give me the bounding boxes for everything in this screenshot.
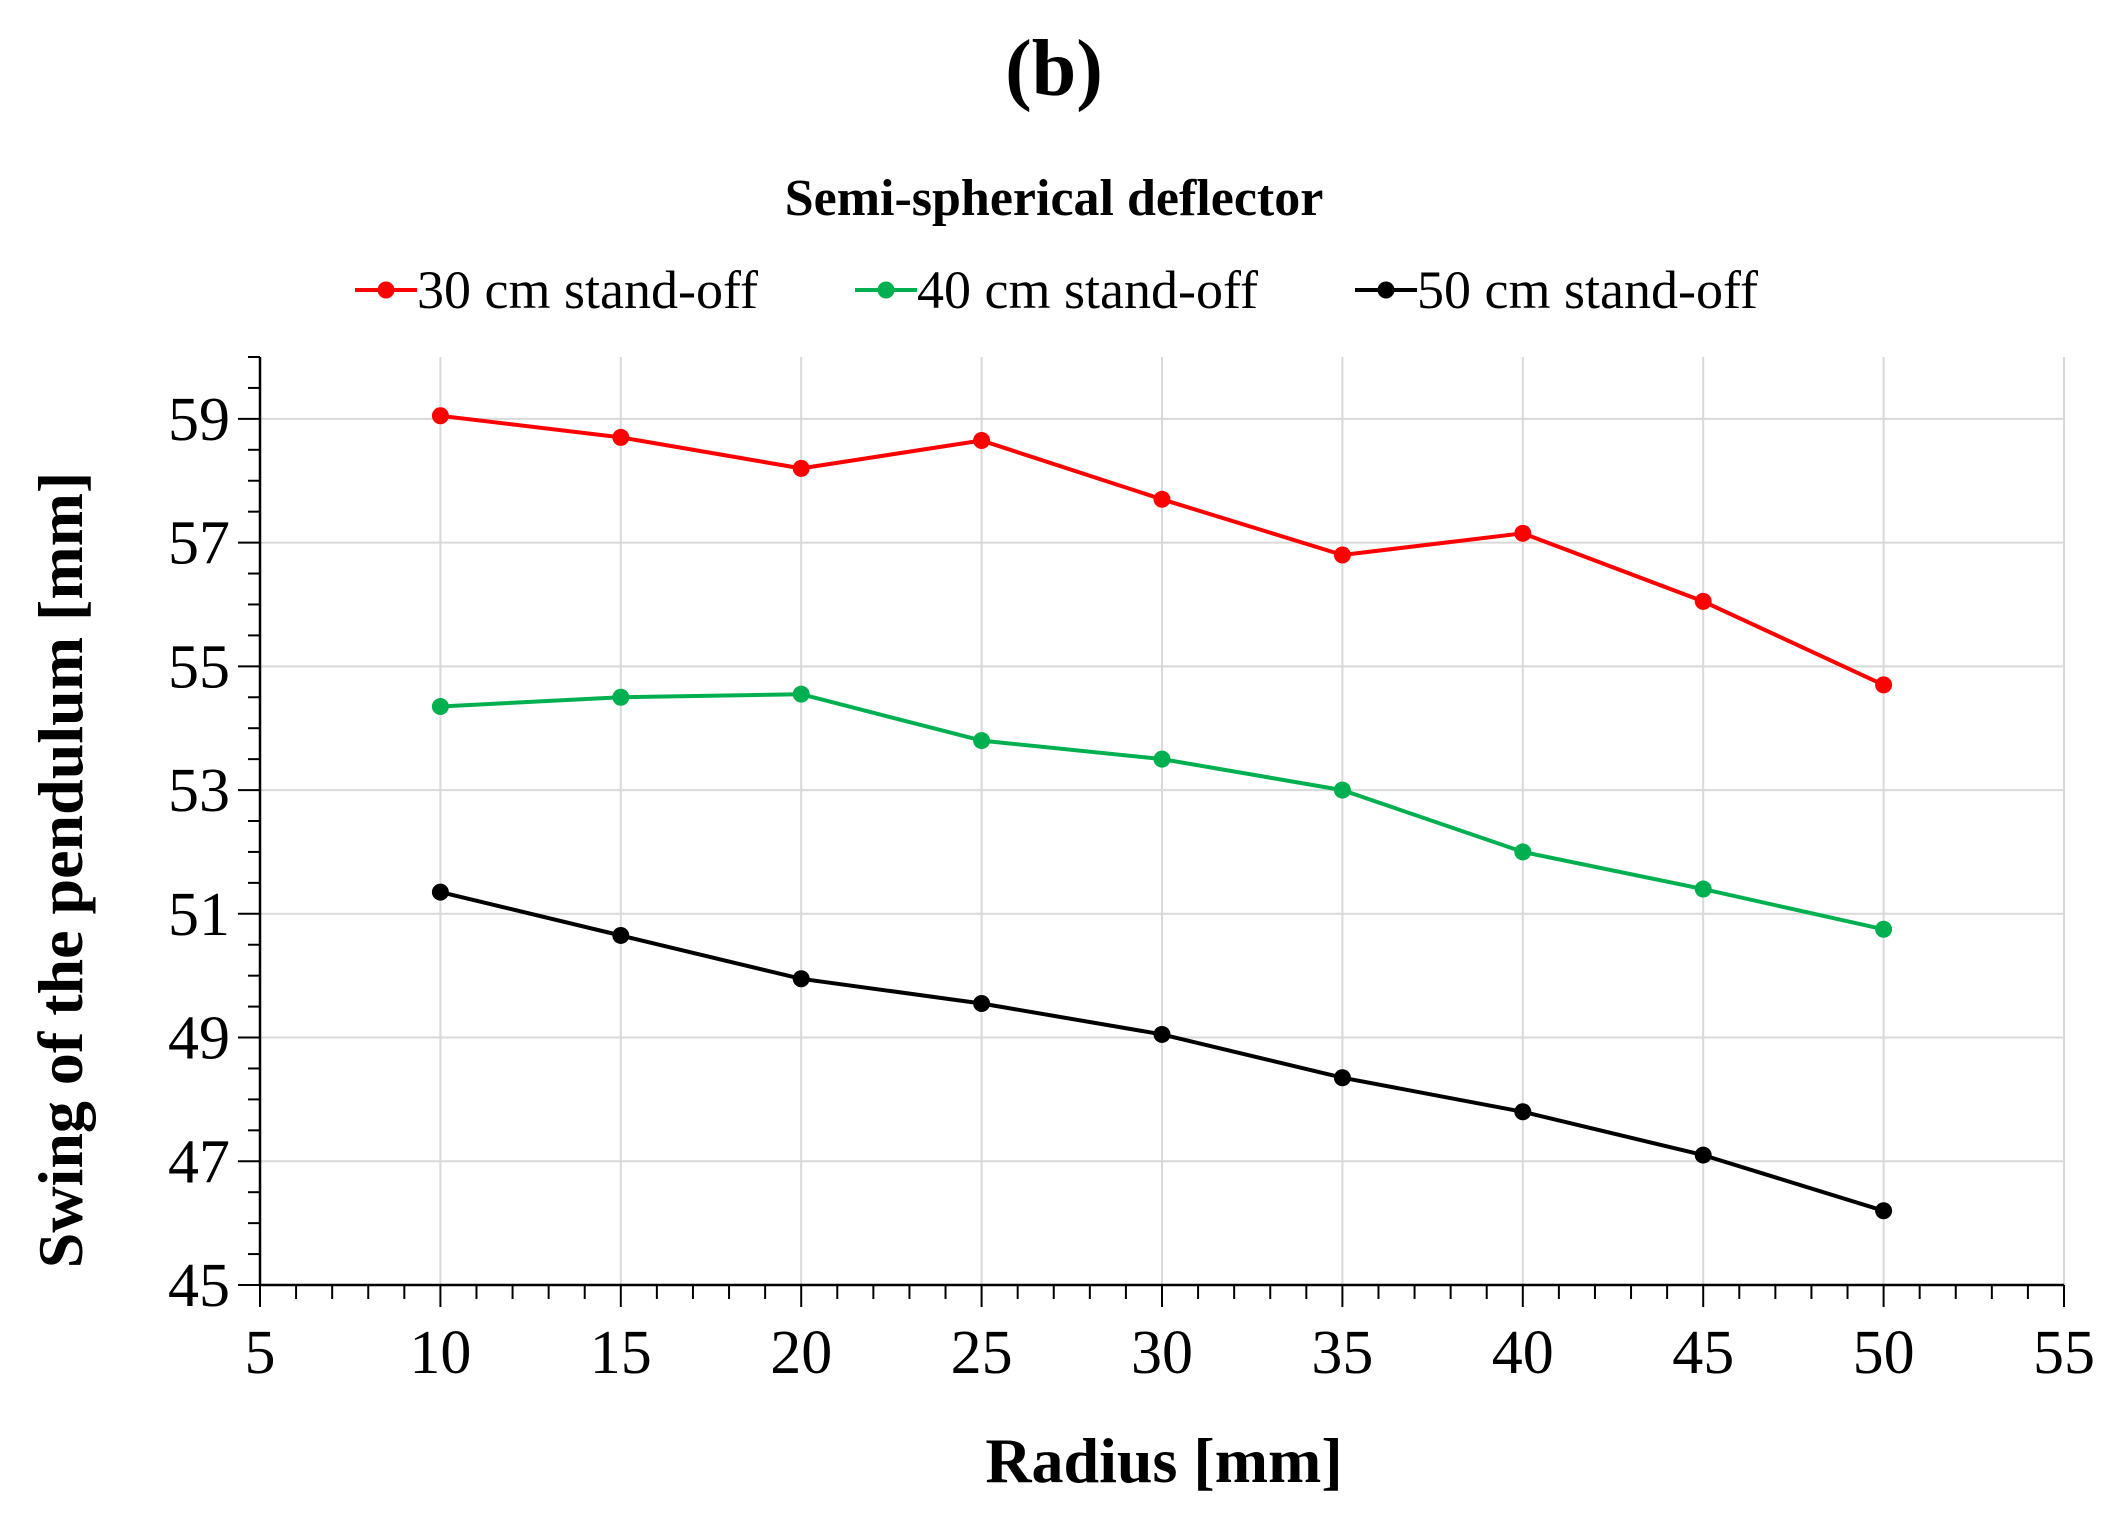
- x-axis-title: Radius [mm]: [985, 1425, 1342, 1496]
- chart-title: Semi-spherical deflector: [785, 170, 1324, 227]
- y-tick-label: 57: [168, 510, 230, 578]
- data-point: [1514, 524, 1532, 542]
- legend: 30 cm stand-off 40 cm stand-off 50 cm stan…: [355, 260, 1758, 320]
- y-tick-label: 49: [168, 1005, 230, 1073]
- legend-swatch-marker: [877, 281, 895, 299]
- data-point: [1875, 1202, 1893, 1220]
- data-point: [1694, 880, 1712, 898]
- data-point: [1875, 676, 1893, 694]
- data-point: [792, 459, 810, 477]
- data-point: [1694, 1146, 1712, 1164]
- x-tick-label: 35: [1311, 1319, 1373, 1387]
- axes: 5 10 15 20 25 30 35 40 45 50 55 45 47 49 51 53 55 57 59: [168, 356, 2095, 1387]
- series-layer: [431, 407, 1893, 1220]
- data-point: [431, 698, 449, 716]
- data-point: [1514, 1103, 1532, 1121]
- y-tick-label: 45: [168, 1252, 230, 1320]
- x-tick-label: 15: [590, 1319, 652, 1387]
- series-3: [431, 883, 1893, 1220]
- data-point: [1333, 1069, 1351, 1087]
- y-tick-label: 53: [168, 757, 230, 825]
- y-tick-label: 55: [168, 633, 230, 701]
- x-tick-label: 10: [409, 1319, 471, 1387]
- x-tick-label: 5: [245, 1319, 276, 1387]
- legend-item: 50 cm stand-off: [1355, 260, 1758, 320]
- data-point: [1875, 920, 1893, 938]
- y-tick-label: 51: [168, 881, 230, 949]
- legend-label: 40 cm stand-off: [917, 260, 1258, 320]
- data-point: [792, 685, 810, 703]
- legend-swatch-marker: [377, 281, 395, 299]
- data-point: [1694, 592, 1712, 610]
- data-point: [1514, 843, 1532, 861]
- data-point: [612, 688, 630, 706]
- x-tick-label: 40: [1492, 1319, 1554, 1387]
- data-point: [1153, 1025, 1171, 1043]
- x-tick-label: 55: [2033, 1319, 2095, 1387]
- data-point: [612, 428, 630, 446]
- y-tick-label: 59: [168, 386, 230, 454]
- data-point: [1333, 781, 1351, 799]
- x-tick-label: 25: [951, 1319, 1013, 1387]
- data-point: [1153, 750, 1171, 768]
- data-point: [973, 432, 991, 450]
- x-tick-label: 30: [1131, 1319, 1193, 1387]
- data-point: [431, 883, 449, 901]
- y-tick-label: 47: [168, 1128, 230, 1196]
- series-2: [431, 685, 1893, 938]
- x-tick-label: 50: [1853, 1319, 1915, 1387]
- data-point: [1333, 546, 1351, 564]
- legend-item: 30 cm stand-off: [355, 260, 758, 320]
- y-axis-title: Swing of the pendulum [mm]: [25, 472, 96, 1269]
- x-tick-label: 20: [770, 1319, 832, 1387]
- data-point: [612, 926, 630, 944]
- legend-label: 30 cm stand-off: [417, 260, 758, 320]
- legend-label: 50 cm stand-off: [1417, 260, 1758, 320]
- x-tick-label: 45: [1672, 1319, 1734, 1387]
- legend-swatch-marker: [1377, 281, 1395, 299]
- legend-item: 40 cm stand-off: [855, 260, 1258, 320]
- data-point: [973, 732, 991, 750]
- panel-label: (b): [1005, 25, 1103, 113]
- data-point: [973, 995, 991, 1013]
- data-point: [1153, 490, 1171, 508]
- data-point: [792, 970, 810, 988]
- grid-lines: [260, 357, 2065, 1285]
- series-1: [431, 407, 1893, 694]
- data-point: [431, 407, 449, 425]
